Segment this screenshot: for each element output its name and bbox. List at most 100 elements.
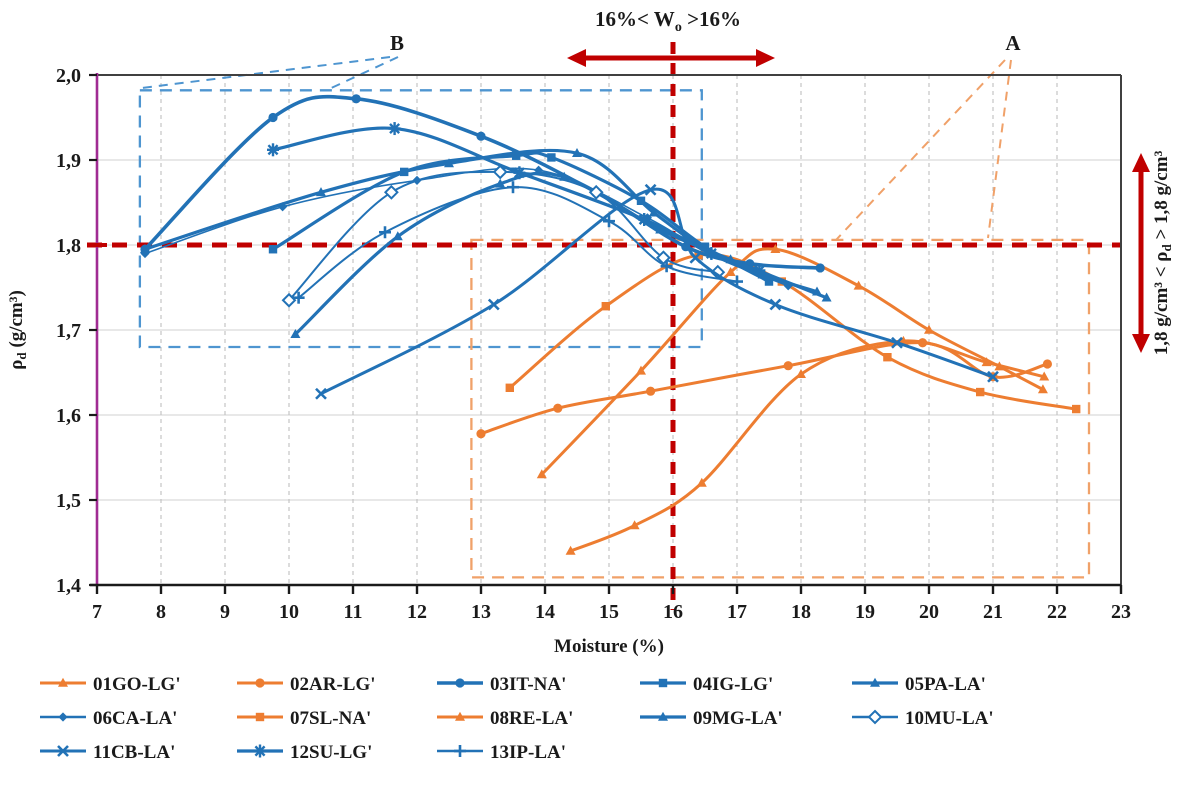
top-double-arrow-icon <box>567 49 775 67</box>
circle-marker-icon <box>918 338 928 348</box>
series-07sl-na-line <box>508 252 1078 411</box>
circle-marker-icon <box>476 131 486 141</box>
svg-text:09MG-LA': 09MG-LA' <box>693 708 783 729</box>
circle-marker-icon <box>783 361 793 371</box>
svg-text:18: 18 <box>791 601 811 623</box>
svg-text:13IP-LA': 13IP-LA' <box>490 742 566 763</box>
legend-item-13ip-la: 13IP-LA' <box>437 742 566 763</box>
svg-text:06CA-LA': 06CA-LA' <box>93 708 177 729</box>
triangle-marker-icon <box>924 324 934 334</box>
triangle-marker-icon <box>655 224 666 234</box>
svg-text:04IG-LG': 04IG-LG' <box>693 674 773 695</box>
legend-item-01go-lg: 01GO-LG' <box>40 674 181 695</box>
svg-text:23: 23 <box>1111 601 1131 623</box>
triangle-marker-icon <box>658 711 668 721</box>
triangle-marker-icon <box>648 207 659 217</box>
svg-text:1,7: 1,7 <box>56 320 81 342</box>
legend-item-02ar-lg: 02AR-LG' <box>237 674 376 695</box>
triangle-marker-icon <box>572 148 582 157</box>
plus-marker-icon <box>379 226 391 239</box>
y-axis-title: ρd (g/cm³) <box>6 290 29 370</box>
diamond-open-marker-icon <box>492 164 508 180</box>
legend-item-03it-na: 03IT-NA' <box>437 674 566 695</box>
x-marker-icon <box>57 745 69 757</box>
legend-item-06ca-la: 06CA-LA' <box>40 708 177 729</box>
triangle-marker-icon <box>1037 384 1048 394</box>
square-marker-icon <box>700 242 710 251</box>
side-double-arrow-icon <box>1132 153 1150 353</box>
x-marker-icon <box>891 336 903 349</box>
asterisk-marker-icon <box>254 744 266 758</box>
svg-text:20: 20 <box>919 601 939 623</box>
square-marker-icon <box>976 387 985 397</box>
svg-text:1,8: 1,8 <box>56 235 81 257</box>
region-a-leader-1 <box>987 59 1012 239</box>
triangle-marker-icon <box>392 231 403 241</box>
diamond-marker-icon <box>140 248 150 259</box>
legend-item-08re-la: 08RE-LA' <box>437 708 573 729</box>
triangle-marker-icon <box>696 477 707 487</box>
triangle-marker-icon <box>796 369 806 378</box>
legend-item-09mg-la: 09MG-LA' <box>640 708 783 729</box>
legend-item-12su-lg: 12SU-LG' <box>237 742 372 763</box>
series-06ca-la <box>140 165 793 291</box>
diamond-open-marker-icon <box>383 184 399 200</box>
circle-marker-icon <box>351 94 361 104</box>
triangle-marker-icon <box>316 187 326 197</box>
series-07sl-na <box>505 251 1081 414</box>
square-marker-icon <box>255 712 265 722</box>
svg-text:07SL-NA': 07SL-NA' <box>290 708 371 729</box>
asterisk-marker-icon <box>705 247 718 260</box>
square-marker-icon <box>268 245 278 254</box>
svg-text:12SU-LG': 12SU-LG' <box>290 742 372 763</box>
triangle-marker-icon <box>495 178 506 188</box>
svg-text:13: 13 <box>471 601 491 623</box>
svg-text:2,0: 2,0 <box>56 65 81 87</box>
svg-text:12: 12 <box>407 601 427 623</box>
square-marker-icon <box>547 153 556 162</box>
series-12su-lg <box>267 122 766 277</box>
triangle-marker-icon <box>455 711 465 721</box>
triangle-marker-icon <box>853 280 864 290</box>
series-13ip-la <box>292 181 743 304</box>
svg-text:9: 9 <box>220 601 230 623</box>
region-box-b <box>138 89 703 349</box>
region-label-a: A <box>1005 31 1021 55</box>
svg-text:22: 22 <box>1047 601 1067 623</box>
plus-marker-icon <box>603 215 615 228</box>
triangle-marker-icon <box>290 329 301 339</box>
triangle-marker-icon <box>58 677 68 687</box>
region-a-leader-0 <box>835 59 1006 241</box>
svg-text:17: 17 <box>727 601 747 623</box>
triangle-marker-icon <box>636 365 646 375</box>
svg-text:10: 10 <box>279 601 299 623</box>
plus-marker-icon <box>292 291 305 304</box>
legend-item-04ig-lg: 04IG-LG' <box>640 674 773 695</box>
circle-marker-icon <box>476 429 486 439</box>
circle-marker-icon <box>1042 359 1052 369</box>
square-marker-icon <box>505 383 514 392</box>
svg-text:02AR-LG': 02AR-LG' <box>290 674 376 695</box>
region-b-leader-1 <box>326 56 399 91</box>
legend: 01GO-LG' 02AR-LG' 03IT-NA' 04IG-LG' 05PA-LA'… <box>40 674 994 763</box>
circle-marker-icon <box>815 263 825 273</box>
svg-text:05PA-LA': 05PA-LA' <box>905 674 986 695</box>
svg-text:10MU-LA': 10MU-LA' <box>905 708 994 729</box>
legend-item-10mu-la: 10MU-LA' <box>852 708 994 729</box>
triangle-marker-icon <box>1039 371 1050 381</box>
asterisk-marker-icon <box>638 213 651 226</box>
triangle-marker-icon <box>565 545 576 555</box>
asterisk-marker-icon <box>513 166 526 180</box>
triangle-marker-icon <box>870 677 880 687</box>
x-marker-icon <box>689 251 702 264</box>
svg-text:21: 21 <box>983 601 1003 623</box>
svg-text:11CB-LA': 11CB-LA' <box>93 742 175 763</box>
legend-item-11cb-la: 11CB-LA' <box>40 742 175 763</box>
triangle-marker-icon <box>725 267 736 276</box>
legend-item-05pa-la: 05PA-LA' <box>852 674 986 695</box>
y-ticks: 2,0 1,9 1,8 1,7 1,6 1,5 1,4 <box>56 65 97 597</box>
series-03it-na-line <box>143 94 822 270</box>
circle-marker-icon <box>455 678 465 688</box>
region-b-leader-0 <box>141 56 391 89</box>
diamond-open-marker-icon <box>867 709 883 725</box>
